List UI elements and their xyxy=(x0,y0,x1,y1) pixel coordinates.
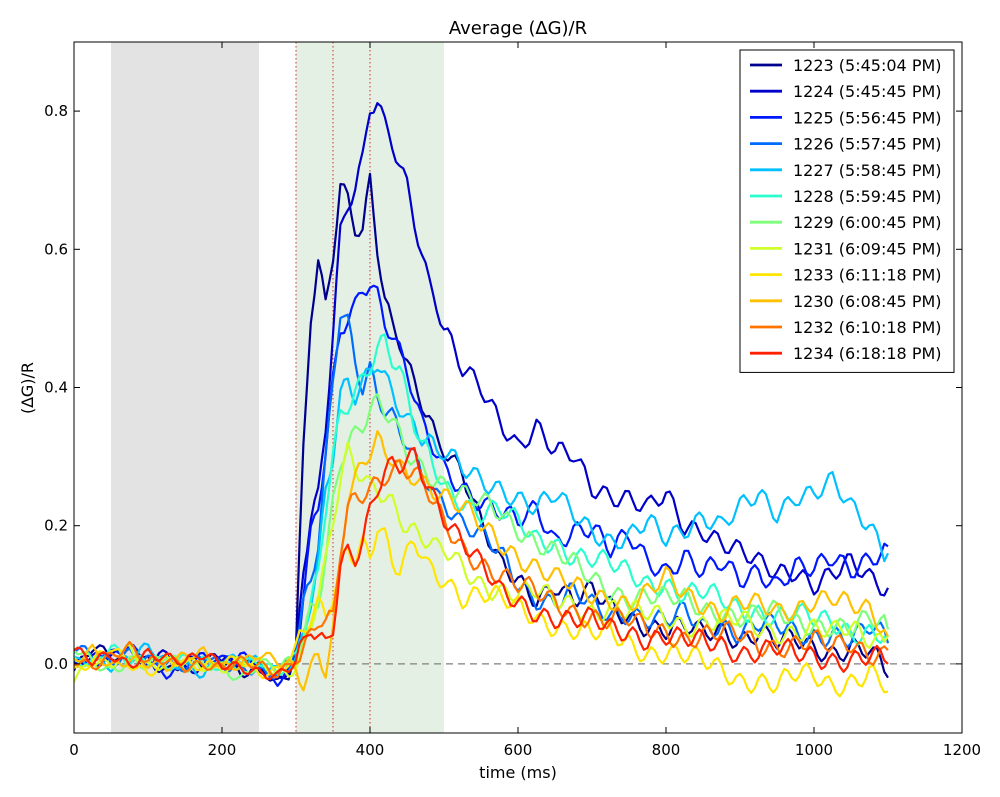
series-line-11 xyxy=(74,459,889,679)
x-tick-label: 1200 xyxy=(943,741,981,759)
shaded-region-2 xyxy=(296,42,444,733)
chart-title: Average (∆G)/R xyxy=(449,18,587,39)
x-tick-label: 1000 xyxy=(795,741,833,759)
series-line-12 xyxy=(74,446,889,681)
legend-label: 1228 (5:59:45 PM) xyxy=(793,187,942,206)
series-line-5 xyxy=(74,367,889,679)
x-tick-label: 400 xyxy=(356,741,385,759)
y-tick-label: 0.0 xyxy=(44,655,68,673)
legend-label: 1229 (6:00:45 PM) xyxy=(793,213,942,232)
x-tick-label: 600 xyxy=(504,741,533,759)
legend-label: 1231 (6:09:45 PM) xyxy=(793,239,942,258)
legend-label: 1223 (5:45:04 PM) xyxy=(793,56,942,75)
y-tick-label: 0.4 xyxy=(44,379,68,397)
series-line-10 xyxy=(74,430,889,692)
legend-box xyxy=(739,49,955,373)
legend-label: 1232 (6:10:18 PM) xyxy=(793,318,942,337)
legend-label: 1225 (5:56:45 PM) xyxy=(793,108,942,127)
x-tick-label: 800 xyxy=(652,741,681,759)
y-tick-label: 0.8 xyxy=(44,102,68,120)
legend: 1223 (5:45:04 PM) 1224 (5:45:45 PM) 1225 (… xyxy=(739,49,955,373)
legend-label: 1234 (6:18:18 PM) xyxy=(793,344,942,363)
y-tick-label: 0.2 xyxy=(44,517,68,535)
legend-label: 1230 (6:08:45 PM) xyxy=(793,292,942,311)
legend-label: 1233 (6:11:18 PM) xyxy=(793,266,942,285)
series-line-6 xyxy=(74,333,889,676)
x-axis: 0 200 400 600 800 1000 1200 xyxy=(69,42,981,759)
plot-background xyxy=(74,42,962,733)
legend-label: 1224 (5:45:45 PM) xyxy=(793,82,942,101)
y-axis-label: (∆G)/R xyxy=(18,362,37,414)
series-line-8 xyxy=(74,441,889,683)
y-axis: 0.0 0.2 0.4 0.6 0.8 xyxy=(44,102,962,673)
plot-area xyxy=(74,102,890,698)
x-axis-label: time (ms) xyxy=(479,763,557,782)
legend-label: 1226 (5:57:45 PM) xyxy=(793,135,942,154)
x-tick-label: 200 xyxy=(208,741,237,759)
y-tick-label: 0.6 xyxy=(44,240,68,258)
shaded-region-1 xyxy=(111,42,259,733)
x-tick-label: 0 xyxy=(69,741,79,759)
legend-label: 1227 (5:58:45 PM) xyxy=(793,161,942,180)
series-line-1 xyxy=(74,172,889,682)
